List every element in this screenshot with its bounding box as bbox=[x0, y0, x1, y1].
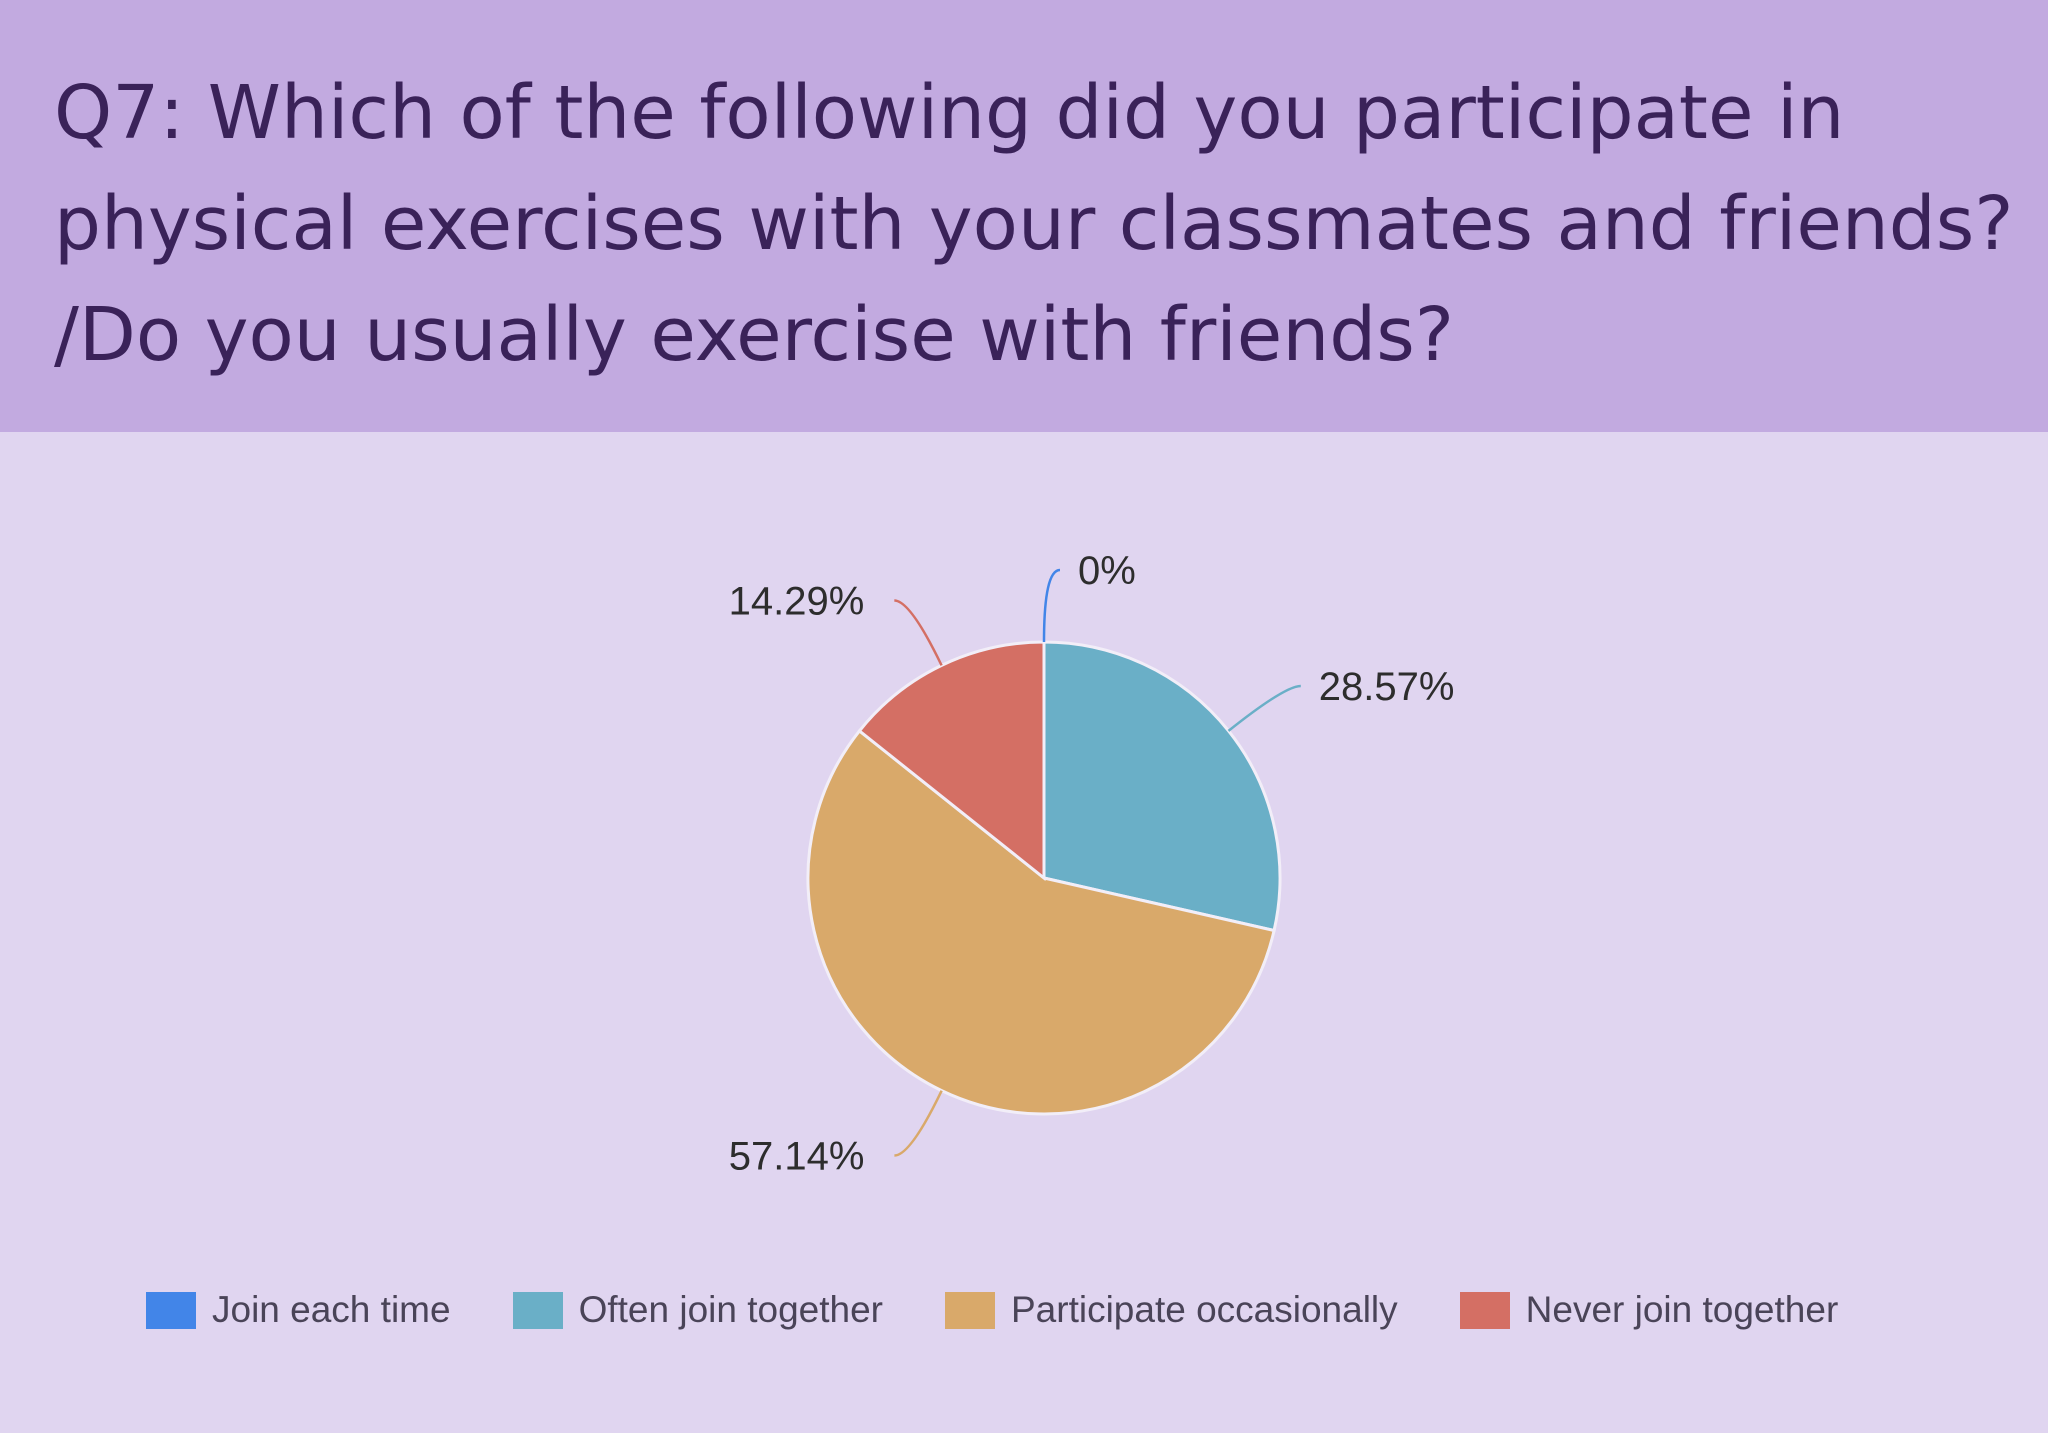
legend-swatch bbox=[146, 1291, 196, 1329]
data-label-never-join-together: 14.29% bbox=[729, 580, 865, 624]
legend-swatch bbox=[512, 1291, 563, 1329]
title-banner: Q7: Which of the following did you parti… bbox=[0, 0, 2048, 432]
legend-item-never-join-together[interactable]: Never join together bbox=[1459, 1289, 1839, 1331]
leader-line-join-each-time bbox=[1042, 568, 1061, 643]
data-label-often-join-together: 28.57% bbox=[1319, 665, 1455, 709]
legend-label: Often join together bbox=[578, 1289, 883, 1330]
chart-title: Q7: Which of the following did you parti… bbox=[54, 70, 2014, 378]
legend-item-often-join-together[interactable]: Often join together bbox=[512, 1289, 883, 1331]
legend-label: Never join together bbox=[1525, 1289, 1839, 1330]
legend: Join each time Often join together Partici… bbox=[146, 1280, 1900, 1340]
legend-label: Join each time bbox=[212, 1289, 451, 1330]
pie-slice-participate-occasionally bbox=[806, 728, 1276, 1116]
legend-swatch bbox=[945, 1291, 995, 1329]
leader-line-participate-occasionally bbox=[894, 1090, 943, 1157]
legend-item-join-each-time[interactable]: Join each time bbox=[146, 1289, 451, 1331]
legend-swatch bbox=[1459, 1291, 1510, 1329]
legend-item-participate-occasionally[interactable]: Participate occasionally bbox=[945, 1289, 1398, 1331]
data-label-participate-occasionally: 57.14% bbox=[729, 1135, 865, 1179]
chart-area: 0% 28.57% 57.14% 14.29% Join each time Often… bbox=[0, 432, 2048, 1433]
pie-chart: 0% 28.57% 57.14% 14.29% bbox=[729, 549, 1455, 1179]
pie-slice-never-join-together bbox=[857, 640, 1046, 882]
leader-line-often-join-together bbox=[1227, 684, 1301, 732]
leader-line-never-join-together bbox=[894, 599, 943, 666]
data-label-join-each-time: 0% bbox=[1078, 549, 1136, 593]
legend-label: Participate occasionally bbox=[1011, 1289, 1398, 1330]
